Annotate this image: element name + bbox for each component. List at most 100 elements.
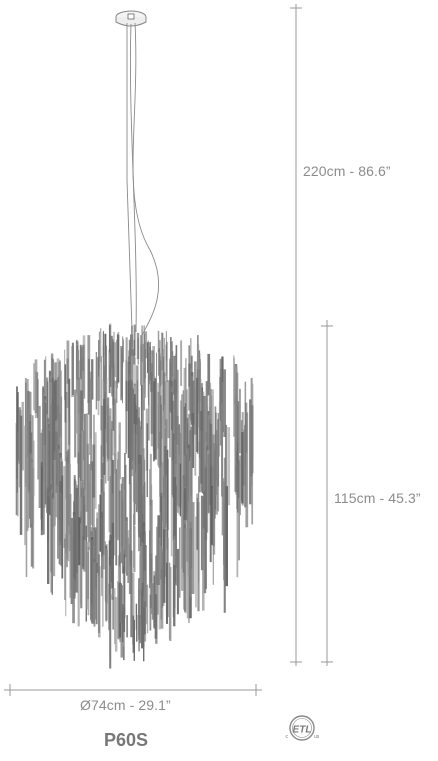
crystal-strand: [90, 379, 92, 471]
crystal-strand: [102, 555, 103, 627]
crystal-strand: [215, 444, 217, 495]
crystal-strand: [132, 381, 134, 469]
crystal-strand: [147, 585, 148, 634]
crystal-strand: [222, 455, 223, 535]
crystal-strand: [239, 389, 241, 453]
crystal-strand: [17, 432, 18, 517]
crystal-strand: [120, 583, 122, 623]
crystal-strand: [166, 563, 168, 624]
crystal-strand: [33, 441, 35, 496]
suspension-cables: [127, 23, 159, 335]
crystal-strand: [173, 565, 175, 627]
crystal-strand: [223, 481, 225, 580]
model-number: P60S: [104, 730, 148, 751]
crystal-strand: [92, 445, 95, 498]
crystal-strand: [179, 528, 180, 598]
crystal-strand: [65, 534, 66, 616]
crystal-strand: [129, 400, 131, 471]
crystal-strand: [134, 424, 135, 476]
crystal-strand: [147, 423, 148, 497]
total-height-dimension-line: [290, 4, 302, 666]
crystal-strand: [195, 517, 196, 608]
crystal-strand: [20, 416, 22, 535]
crystal-strand: [241, 432, 243, 503]
crystal-strand: [226, 486, 229, 586]
svg-text:ETL: ETL: [293, 725, 312, 736]
crystal-strand: [96, 352, 97, 410]
crystal-strand: [43, 445, 46, 508]
crystal-strand: [109, 594, 111, 668]
crystal-strand: [178, 455, 180, 515]
crystal-strand: [126, 381, 127, 454]
crystal-strand: [33, 363, 35, 410]
crystal-strand: [80, 523, 82, 608]
crystal-strand: [114, 453, 117, 555]
crystal-strand: [125, 521, 127, 573]
crystal-strands: [16, 324, 254, 669]
crystal-strand: [169, 567, 171, 641]
crystal-strand: [245, 413, 248, 528]
svg-text:c: c: [286, 734, 289, 740]
crystal-strand: [115, 381, 117, 448]
crystal-strand: [208, 454, 210, 513]
crystal-strand: [61, 476, 63, 579]
crystal-strand: [157, 546, 159, 615]
crystal-strand: [118, 332, 119, 384]
crystal-strand: [171, 392, 173, 495]
crystal-strand: [37, 379, 38, 479]
crystal-strand: [89, 391, 90, 455]
body-height-label: 115cm - 45.3”: [334, 490, 421, 506]
crystal-strand: [194, 387, 196, 475]
crystal-strand: [84, 414, 86, 490]
crystal-strand: [72, 343, 74, 395]
crystal-strand: [41, 467, 42, 530]
crystal-strand: [188, 526, 190, 576]
crystal-strand: [180, 340, 182, 386]
crystal-strand: [152, 583, 154, 620]
crystal-strand: [141, 326, 142, 362]
crystal-strand: [101, 512, 103, 557]
crystal-strand: [181, 394, 184, 480]
crystal-strand: [218, 413, 219, 486]
crystal-strand: [239, 456, 241, 516]
crystal-strand: [251, 426, 253, 524]
crystal-strand: [202, 528, 205, 610]
crystal-strand: [74, 390, 76, 458]
crystal-strand: [202, 431, 203, 487]
crystal-strand: [219, 401, 220, 456]
etl-listed-mark-icon: ETL c us: [282, 710, 322, 748]
crystal-strand: [123, 490, 124, 550]
crystal-strand: [150, 595, 152, 631]
crystal-strand: [181, 479, 183, 569]
crystal-strand: [205, 480, 207, 589]
crystal-strand: [115, 597, 118, 652]
crystal-strand: [94, 562, 96, 627]
crystal-strand: [83, 505, 85, 572]
crystal-strand: [86, 542, 87, 609]
crystal-strand: [185, 528, 187, 613]
crystal-strand: [171, 495, 173, 556]
crystal-strand: [47, 487, 49, 541]
body-height-dimension-line: [321, 320, 333, 666]
crystal-strand: [71, 518, 74, 604]
crystal-strand: [80, 345, 82, 380]
crystal-strand: [151, 363, 153, 446]
diameter-dimension-line: [4, 684, 262, 696]
crystal-strand: [137, 333, 139, 359]
crystal-strand: [198, 476, 199, 582]
crystal-strand: [196, 378, 198, 452]
crystal-strand: [190, 522, 192, 597]
crystal-strand: [180, 464, 181, 517]
crystal-strand: [112, 523, 114, 600]
crystal-strand: [74, 520, 76, 579]
crystal-strand: [63, 466, 65, 548]
svg-text:us: us: [314, 734, 320, 740]
crystal-strand: [134, 325, 136, 356]
crystal-strand: [100, 495, 102, 552]
crystal-strand: [67, 341, 70, 384]
crystal-strand: [138, 455, 140, 552]
crystal-strand: [107, 423, 109, 481]
crystal-strand: [162, 549, 164, 606]
